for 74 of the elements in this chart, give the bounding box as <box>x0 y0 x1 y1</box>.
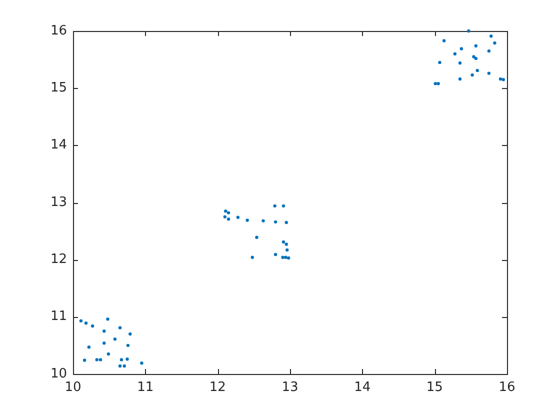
point <box>79 319 83 322</box>
point <box>118 326 122 330</box>
point <box>458 61 462 65</box>
x-tick-label: 12 <box>209 380 226 396</box>
point <box>224 209 228 213</box>
point <box>122 364 126 368</box>
point <box>82 358 86 362</box>
point <box>246 218 249 222</box>
point <box>236 216 240 219</box>
point <box>476 68 479 72</box>
point <box>273 204 276 208</box>
point <box>223 215 226 218</box>
point <box>87 346 91 349</box>
x-tick-label: 14 <box>354 380 371 396</box>
point <box>438 60 442 64</box>
point <box>286 248 289 252</box>
point <box>436 82 440 86</box>
point <box>282 204 286 208</box>
point <box>458 77 462 81</box>
point <box>120 358 124 362</box>
point <box>502 78 505 82</box>
x-tick-label: 16 <box>498 380 516 396</box>
point <box>113 338 117 341</box>
point <box>274 252 278 256</box>
point <box>98 358 102 362</box>
point <box>118 364 122 368</box>
point <box>498 77 502 81</box>
point <box>102 330 106 333</box>
point <box>128 332 132 336</box>
point <box>460 47 464 50</box>
x-tick-label: 11 <box>137 380 154 396</box>
point <box>106 352 110 356</box>
point <box>281 256 284 259</box>
point <box>90 324 94 328</box>
x-tick-label: 13 <box>282 380 298 396</box>
y-tick-label: 15 <box>50 80 67 96</box>
point <box>274 220 278 224</box>
point <box>95 358 98 362</box>
point <box>284 256 288 259</box>
point <box>453 52 457 56</box>
point <box>442 39 446 42</box>
point <box>84 322 88 325</box>
point <box>284 242 288 246</box>
point <box>126 344 130 348</box>
point <box>140 362 144 365</box>
point <box>434 82 437 86</box>
point <box>487 49 491 53</box>
point <box>250 256 254 259</box>
point <box>487 72 491 75</box>
point <box>493 41 496 45</box>
y-tick-label: 16 <box>50 23 67 38</box>
y-tick-label: 12 <box>50 252 67 268</box>
point <box>474 44 478 48</box>
y-tick-label: 10 <box>50 366 67 382</box>
point <box>102 342 106 345</box>
y-tick-label: 14 <box>50 138 67 153</box>
y-tick-label: 13 <box>50 194 67 210</box>
point <box>284 220 288 224</box>
point <box>282 240 286 244</box>
point <box>106 318 110 321</box>
point <box>226 211 230 214</box>
point <box>472 55 476 58</box>
y-tick-label: 11 <box>50 309 67 324</box>
point <box>286 256 290 260</box>
point <box>255 236 258 239</box>
point <box>489 34 493 38</box>
point <box>474 56 478 60</box>
point <box>262 219 265 222</box>
point <box>467 29 470 33</box>
point <box>126 358 129 361</box>
x-tick-label: 15 <box>426 380 443 396</box>
x-tick-label: 10 <box>64 380 82 396</box>
point <box>226 217 230 221</box>
point <box>470 73 474 77</box>
